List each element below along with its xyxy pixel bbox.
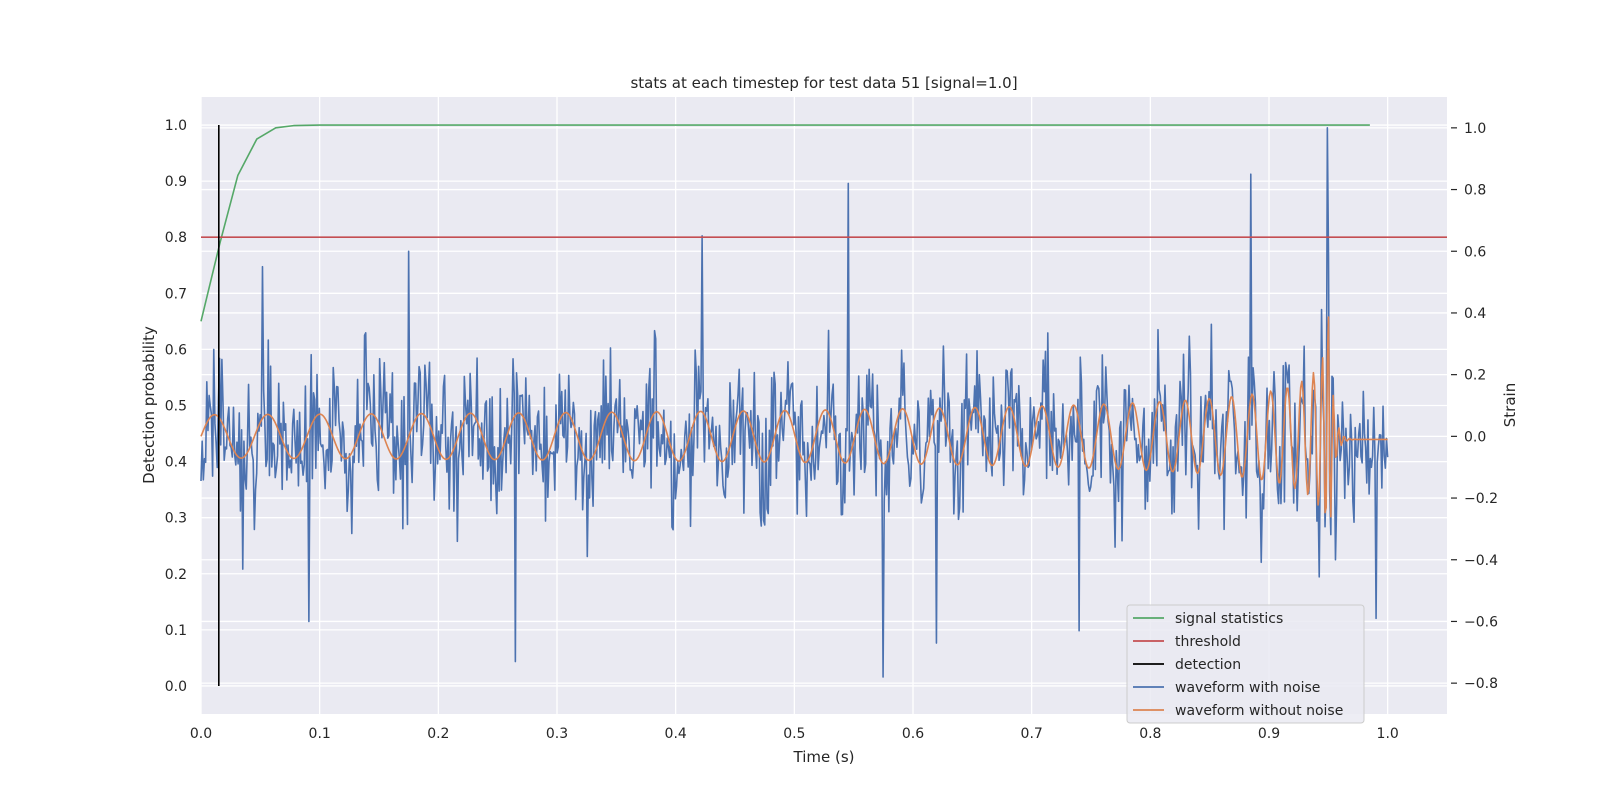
- x-tick-label: 0.0: [190, 726, 212, 742]
- y2-tick-label: 0.4: [1464, 306, 1486, 322]
- x-axis: 0.0 0.1 0.2 0.3 0.4 0.5 0.6 0.7 0.8 0.9 1.0: [190, 726, 1399, 742]
- y-tick-label: 0.1: [165, 623, 187, 639]
- y-tick-label: 0.7: [165, 286, 187, 302]
- legend: signal statistics threshold detection wavef…: [1126, 604, 1365, 724]
- x-tick-label: 0.3: [546, 726, 568, 742]
- x-tick-label: 0.8: [1139, 726, 1161, 742]
- x-tick-label: 1.0: [1377, 726, 1399, 742]
- legend-label: waveform with noise: [1175, 680, 1320, 696]
- x-axis-label: Time (s): [793, 748, 855, 766]
- chart-title: stats at each timestep for test data 51 …: [630, 74, 1017, 92]
- y-axis-label: Detection probability: [140, 326, 158, 484]
- y2-tick-label: 0.8: [1464, 183, 1486, 199]
- series-line-waveform-with-noise: [200, 127, 1389, 678]
- y2-tick-label: −0.8: [1464, 676, 1498, 692]
- y-tick-label: 0.2: [165, 567, 187, 583]
- y-tick-label: 0.6: [165, 342, 187, 358]
- y2-tick-label: 0.6: [1464, 244, 1486, 260]
- x-tick-label: 0.2: [427, 726, 449, 742]
- y2-axis-label: Strain: [1501, 383, 1519, 427]
- y-tick-label: 0.0: [165, 679, 187, 695]
- y-tick-label: 0.8: [165, 230, 187, 246]
- y2-tick-label: 0.0: [1464, 429, 1486, 445]
- x-tick-label: 0.4: [665, 726, 687, 742]
- y-tick-label: 1.0: [165, 118, 187, 134]
- x-tick-label: 0.9: [1258, 726, 1280, 742]
- y-tick-label: 0.5: [165, 399, 187, 415]
- y-tick-label: 0.9: [165, 174, 187, 190]
- y2-tick-label: 0.2: [1464, 368, 1486, 384]
- y-tick-label: 0.4: [165, 455, 187, 471]
- x-tick-label: 0.1: [309, 726, 331, 742]
- y2-tick-label: −0.2: [1464, 491, 1498, 507]
- x-tick-label: 0.5: [783, 726, 805, 742]
- x-tick-label: 0.6: [902, 726, 924, 742]
- series-line-signal-statistics: [200, 124, 1370, 322]
- legend-box: [1126, 604, 1365, 724]
- x-tick-label: 0.7: [1021, 726, 1043, 742]
- legend-label: waveform without noise: [1175, 703, 1343, 719]
- y2-tick-label: −0.6: [1464, 614, 1498, 630]
- y-axis-left: 0.0 0.1 0.2 0.3 0.4 0.5 0.6 0.7 0.8 0.9 1.0: [165, 118, 187, 695]
- y-axis-right: −0.8 −0.6 −0.4 −0.2 0.0 0.2 0.4 0.6 0.8 1.0: [1451, 121, 1498, 692]
- y2-tick-label: −0.4: [1464, 553, 1498, 569]
- series-layer: [200, 124, 1447, 686]
- series-line-waveform-without-noise: [200, 316, 1388, 518]
- legend-label: threshold: [1175, 634, 1241, 650]
- legend-label: signal statistics: [1175, 611, 1283, 627]
- y2-tick-label: 1.0: [1464, 121, 1486, 137]
- legend-label: detection: [1175, 657, 1241, 673]
- y-tick-label: 0.3: [165, 511, 187, 527]
